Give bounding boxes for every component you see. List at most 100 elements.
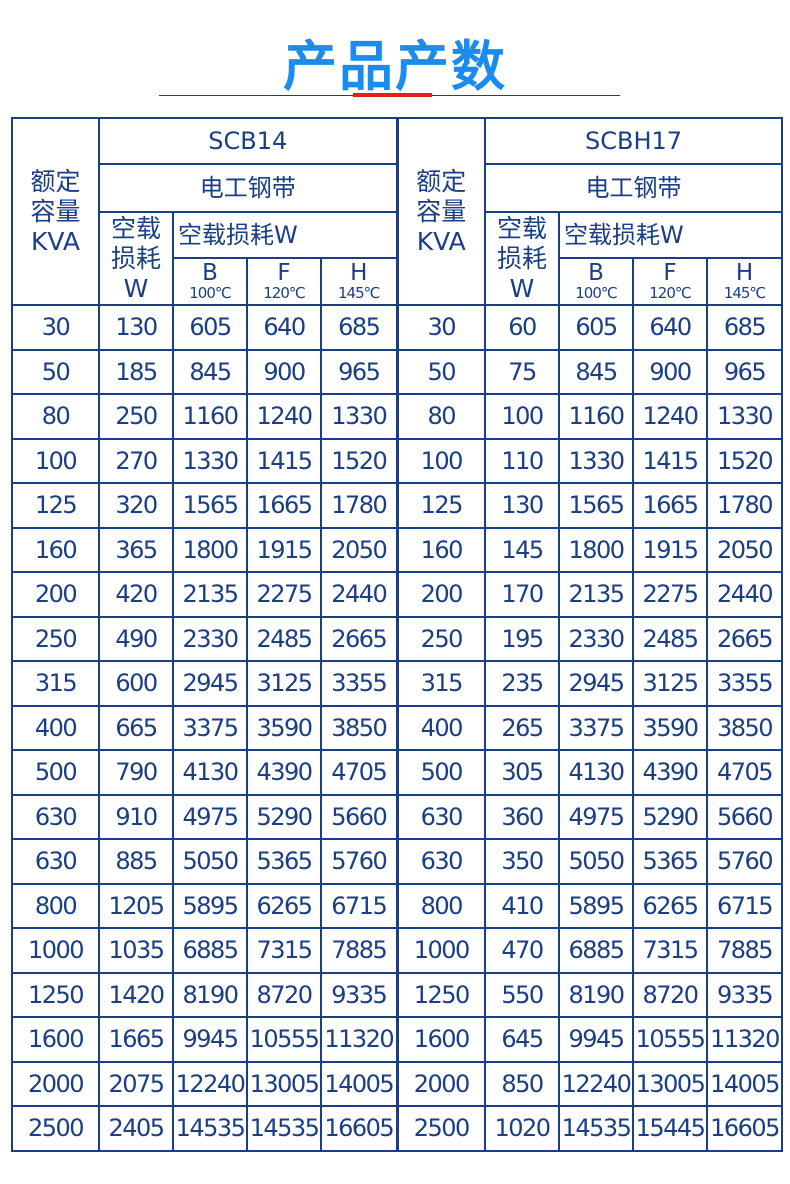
load-loss-cell: 5290 xyxy=(632,793,708,840)
model-header: SCB14 xyxy=(98,117,398,165)
load-loss-cell: 1520 xyxy=(705,437,784,484)
capacity-cell: 30 xyxy=(395,304,486,351)
capacity-cell: 200 xyxy=(11,571,100,618)
capacity-cell: 1600 xyxy=(395,1016,486,1063)
grade-header-b: B 100℃ xyxy=(172,257,248,306)
load-loss-cell: 12240 xyxy=(558,1060,634,1107)
capacity-cell: 50 xyxy=(11,348,100,395)
load-loss-cell: 8720 xyxy=(246,971,322,1018)
load-loss-cell: 5050 xyxy=(172,838,248,885)
noload-loss-cell: 410 xyxy=(484,882,560,929)
load-loss-cell: 1665 xyxy=(246,482,322,529)
load-loss-cell: 1415 xyxy=(632,437,708,484)
load-loss-cell: 7315 xyxy=(246,927,322,974)
grade-letter: H xyxy=(350,259,368,286)
capacity-cell: 2500 xyxy=(11,1105,100,1152)
load-loss-cell: 605 xyxy=(558,304,634,351)
capacity-cell: 30 xyxy=(11,304,100,351)
load-loss-cell: 5365 xyxy=(632,838,708,885)
load-loss-cell: 2485 xyxy=(246,615,322,662)
load-loss-cell: 2330 xyxy=(172,615,248,662)
noload-loss-cell: 130 xyxy=(98,304,174,351)
capacity-header: 额定容量KVA xyxy=(11,117,100,306)
load-loss-cell: 845 xyxy=(558,348,634,395)
load-loss-cell: 2275 xyxy=(632,571,708,618)
load-loss-cell: 14535 xyxy=(172,1105,248,1152)
grade-header-h: H 145℃ xyxy=(705,257,784,306)
load-loss-cell: 900 xyxy=(246,348,322,395)
load-loss-cell: 1565 xyxy=(558,482,634,529)
grade-header-h: H 145℃ xyxy=(320,257,398,306)
load-loss-cell: 2330 xyxy=(558,615,634,662)
table-row: 500 790 4130 4390 4705 500 305 4130 4390 4705 xyxy=(11,749,784,796)
load-loss-cell: 2440 xyxy=(320,571,398,618)
load-loss-cell: 2135 xyxy=(172,571,248,618)
load-loss-header: 空载损耗W xyxy=(172,211,398,259)
table-row: 160 365 1800 1915 2050 160 145 1800 1915 2050 xyxy=(11,526,784,573)
load-loss-cell: 3125 xyxy=(246,660,322,707)
noload-loss-cell: 145 xyxy=(484,526,560,573)
table-row: 630 910 4975 5290 5660 630 360 4975 5290 5660 xyxy=(11,793,784,840)
load-loss-cell: 900 xyxy=(632,348,708,395)
table-row: 30 130 605 640 685 30 60 605 640 685 xyxy=(11,304,784,351)
load-loss-cell: 1780 xyxy=(320,482,398,529)
noload-loss-cell: 130 xyxy=(484,482,560,529)
load-loss-cell: 1330 xyxy=(705,393,784,440)
load-loss-cell: 6885 xyxy=(558,927,634,974)
load-loss-cell: 6265 xyxy=(632,882,708,929)
capacity-cell: 315 xyxy=(395,660,486,707)
table-row: 2500 2405 14535 14535 16605 2500 1020 14535 1544… xyxy=(11,1105,784,1152)
noload-loss-cell: 1020 xyxy=(484,1105,560,1152)
capacity-cell: 100 xyxy=(395,437,486,484)
load-loss-cell: 9335 xyxy=(320,971,398,1018)
table-row: 50 185 845 900 965 50 75 845 900 965 xyxy=(11,348,784,395)
load-loss-cell: 16605 xyxy=(705,1105,784,1152)
material-header: 电工钢带 xyxy=(98,163,398,213)
load-loss-cell: 5760 xyxy=(705,838,784,885)
product-parameter-table: 额定容量KVA SCB14 额定容量KVA SCBH17 电工钢带 电工钢带 空… xyxy=(11,117,784,1152)
capacity-cell: 80 xyxy=(11,393,100,440)
load-loss-cell: 12240 xyxy=(172,1060,248,1107)
load-loss-cell: 5895 xyxy=(558,882,634,929)
table-row: 2000 2075 12240 13005 14005 2000 850 12240 13005… xyxy=(11,1060,784,1107)
table-row: 400 665 3375 3590 3850 400 265 3375 3590 3850 xyxy=(11,704,784,751)
load-loss-cell: 8190 xyxy=(558,971,634,1018)
load-loss-cell: 6715 xyxy=(320,882,398,929)
load-loss-cell: 3125 xyxy=(632,660,708,707)
load-loss-cell: 1415 xyxy=(246,437,322,484)
noload-loss-cell: 790 xyxy=(98,749,174,796)
load-loss-cell: 1240 xyxy=(632,393,708,440)
load-loss-cell: 5660 xyxy=(705,793,784,840)
load-loss-cell: 11320 xyxy=(320,1016,398,1063)
capacity-cell: 2500 xyxy=(395,1105,486,1152)
noload-loss-header: 空载损耗W xyxy=(484,211,560,306)
load-loss-cell: 10555 xyxy=(632,1016,708,1063)
noload-loss-cell: 470 xyxy=(484,927,560,974)
load-loss-cell: 640 xyxy=(246,304,322,351)
load-loss-cell: 14005 xyxy=(320,1060,398,1107)
load-loss-cell: 5895 xyxy=(172,882,248,929)
capacity-cell: 160 xyxy=(395,526,486,573)
capacity-cell: 400 xyxy=(11,704,100,751)
capacity-cell: 2000 xyxy=(395,1060,486,1107)
load-loss-cell: 9945 xyxy=(558,1016,634,1063)
load-loss-cell: 1915 xyxy=(632,526,708,573)
grade-temp: 120℃ xyxy=(263,283,305,302)
capacity-cell: 250 xyxy=(395,615,486,662)
load-loss-cell: 15445 xyxy=(632,1105,708,1152)
load-loss-cell: 1520 xyxy=(320,437,398,484)
table-row: 1600 1665 9945 10555 11320 1600 645 9945 10555 11… xyxy=(11,1016,784,1063)
table-row: 800 1205 5895 6265 6715 800 410 5895 6265 6715 xyxy=(11,882,784,929)
noload-loss-cell: 265 xyxy=(484,704,560,751)
load-loss-cell: 3850 xyxy=(320,704,398,751)
capacity-cell: 160 xyxy=(11,526,100,573)
load-loss-cell: 4975 xyxy=(172,793,248,840)
load-loss-cell: 2945 xyxy=(558,660,634,707)
load-loss-cell: 685 xyxy=(320,304,398,351)
load-loss-cell: 1800 xyxy=(558,526,634,573)
noload-loss-cell: 360 xyxy=(484,793,560,840)
capacity-cell: 80 xyxy=(395,393,486,440)
noload-loss-cell: 600 xyxy=(98,660,174,707)
load-loss-header: 空载损耗W xyxy=(557,211,784,259)
table-row: 315 600 2945 3125 3355 315 235 2945 3125 3355 xyxy=(11,660,784,707)
